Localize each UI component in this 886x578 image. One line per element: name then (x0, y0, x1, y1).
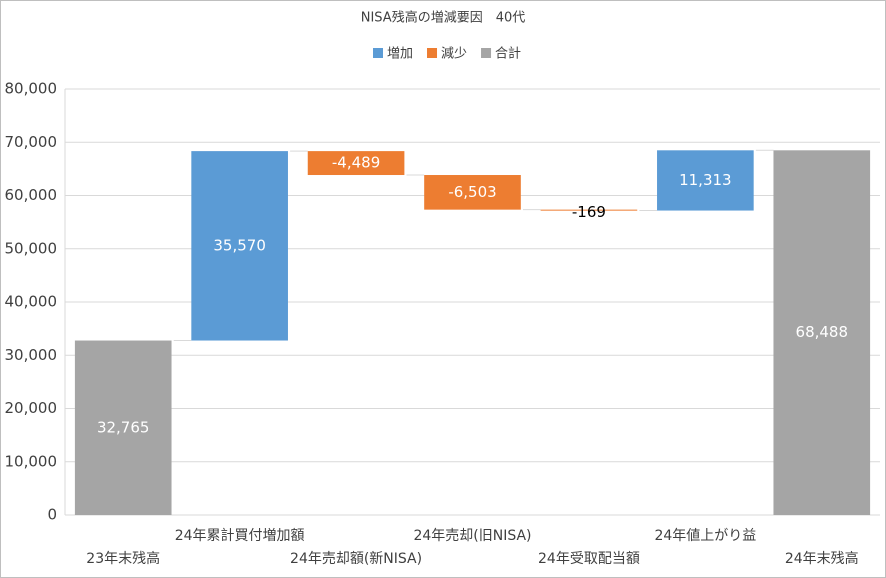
y-tick-label: 60,000 (5, 186, 58, 204)
legend-label: 増加 (387, 47, 413, 62)
x-tick-label: 24年売却(旧NISA) (413, 528, 531, 544)
bar (657, 150, 754, 211)
bar (540, 209, 638, 211)
legend-swatch (427, 48, 438, 58)
y-tick-label: 50,000 (5, 239, 58, 257)
x-tick-label: 24年受取配当額 (538, 551, 640, 567)
bar (307, 151, 405, 176)
x-tick-label: 24年末残高 (785, 550, 859, 567)
x-tick-label: 23年末残高 (86, 550, 160, 567)
y-tick-label: 0 (47, 506, 57, 524)
legend-swatch (481, 48, 492, 58)
x-tick-label: 24年値上がり益 (654, 528, 756, 544)
legend-swatch (373, 48, 383, 58)
legend-label: 合計 (495, 46, 521, 62)
data-label: 11,313 (679, 171, 732, 189)
y-tick-label: 20,000 (5, 399, 58, 417)
y-tick-label: 10,000 (5, 452, 58, 470)
y-tick-label: 40,000 (5, 293, 58, 311)
chart-title: NISA残高の増減要因 40代 (361, 10, 526, 26)
y-tick-label: 70,000 (5, 133, 58, 151)
data-label: 32,765 (97, 418, 150, 436)
bar (191, 151, 288, 341)
bar (74, 340, 172, 515)
y-tick-label: 80,000 (5, 80, 58, 98)
data-label: 68,488 (796, 323, 849, 341)
y-tick-label: 30,000 (5, 346, 58, 364)
legend-label: 減少 (441, 46, 467, 62)
x-tick-label: 24年売却額(新NISA) (290, 551, 422, 567)
data-label: -6,503 (448, 183, 496, 201)
x-tick-label: 24年累計買付増加額 (175, 528, 305, 544)
data-label: -4,489 (332, 154, 380, 172)
bar (424, 175, 521, 210)
data-label: 35,570 (213, 236, 266, 254)
data-label: -169 (572, 203, 606, 221)
bar (773, 150, 871, 516)
